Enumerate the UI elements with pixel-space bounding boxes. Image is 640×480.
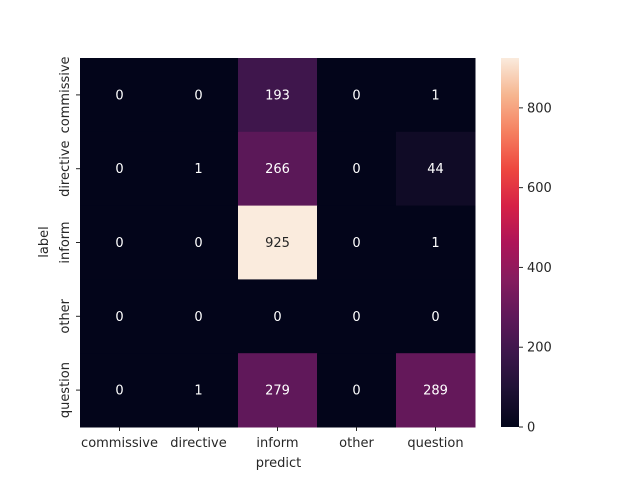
heatmap-cell (80, 353, 160, 428)
heatmap-cell (159, 131, 239, 207)
cell-value: 0 (194, 236, 202, 251)
cell-value: 0 (352, 88, 360, 103)
y-tick-label: question (58, 362, 73, 418)
colorbar-tick-label: 200 (527, 341, 552, 356)
heatmap-cell (396, 58, 476, 133)
heatmap-cell (159, 353, 239, 428)
cell-value: 0 (115, 88, 123, 103)
cell-value: 44 (427, 162, 444, 177)
heatmap-cell (317, 353, 397, 428)
cell-value: 0 (115, 310, 123, 325)
x-axis-ticks: commissive directive inform other question (81, 427, 464, 451)
cell-value: 266 (265, 162, 290, 177)
cell-value: 0 (115, 384, 123, 399)
cell-annotations: 0 0 193 0 1 0 1 266 0 44 0 0 925 0 1 0 0 0 0 0 0 1 279 0 289 (115, 88, 448, 398)
x-tick-label: question (407, 436, 463, 451)
y-tick-label: other (58, 298, 73, 333)
heatmap-cell (317, 58, 397, 133)
cell-value: 0 (352, 236, 360, 251)
cell-value: 0 (352, 310, 360, 325)
colorbar-tick-label: 600 (527, 181, 552, 196)
x-tick-label: directive (170, 436, 226, 451)
cell-value: 0 (194, 310, 202, 325)
heatmap-cell (80, 131, 160, 207)
heatmap-cell (238, 205, 318, 280)
colorbar-tick-label: 400 (527, 261, 552, 276)
colorbar-tick-label: 0 (527, 421, 535, 436)
heatmap-cell (80, 205, 160, 280)
cell-value: 925 (265, 236, 290, 251)
colorbar-tick-label: 800 (527, 101, 552, 116)
heatmap-cell (317, 205, 397, 280)
heatmap-cells (80, 58, 476, 428)
y-axis-ticks: commissive directive inform other question (58, 56, 80, 418)
cell-value: 0 (352, 384, 360, 399)
x-tick-label: commissive (81, 436, 158, 451)
heatmap-cell (159, 205, 239, 280)
cell-value: 1 (431, 236, 439, 251)
y-axis-label: label (37, 226, 52, 257)
cell-value: 289 (423, 384, 448, 399)
cell-value: 279 (265, 384, 290, 399)
y-tick-label: commissive (58, 56, 73, 133)
heatmap-cell (238, 58, 318, 133)
cell-value: 0 (352, 162, 360, 177)
cell-value: 0 (273, 310, 281, 325)
colorbar-ticks: 0 200 400 600 800 (519, 101, 552, 436)
heatmap-cell (317, 279, 397, 354)
heatmap-cell (396, 353, 476, 428)
x-axis-label: predict (256, 456, 301, 471)
cell-value: 1 (194, 384, 202, 399)
x-tick-label: other (339, 436, 374, 451)
heatmap-cell (238, 131, 318, 207)
cell-value: 0 (115, 236, 123, 251)
heatmap-cell (80, 58, 160, 133)
heatmap-cell (238, 353, 318, 428)
x-tick-label: inform (256, 436, 298, 451)
cell-value: 193 (265, 88, 290, 103)
heatmap-cell (238, 279, 318, 354)
cell-value: 1 (194, 162, 202, 177)
heatmap-cell (159, 279, 239, 354)
heatmap-cell (396, 131, 476, 207)
cell-value: 1 (431, 88, 439, 103)
heatmap-cell (80, 279, 160, 354)
colorbar (501, 58, 519, 427)
heatmap-cell (396, 279, 476, 354)
heatmap-cell (317, 131, 397, 207)
y-tick-label: inform (58, 221, 73, 263)
y-tick-label: directive (58, 140, 73, 196)
cell-value: 0 (431, 310, 439, 325)
heatmap-cell (159, 58, 239, 133)
heatmap-cell (396, 205, 476, 280)
cell-value: 0 (115, 162, 123, 177)
cell-value: 0 (194, 88, 202, 103)
